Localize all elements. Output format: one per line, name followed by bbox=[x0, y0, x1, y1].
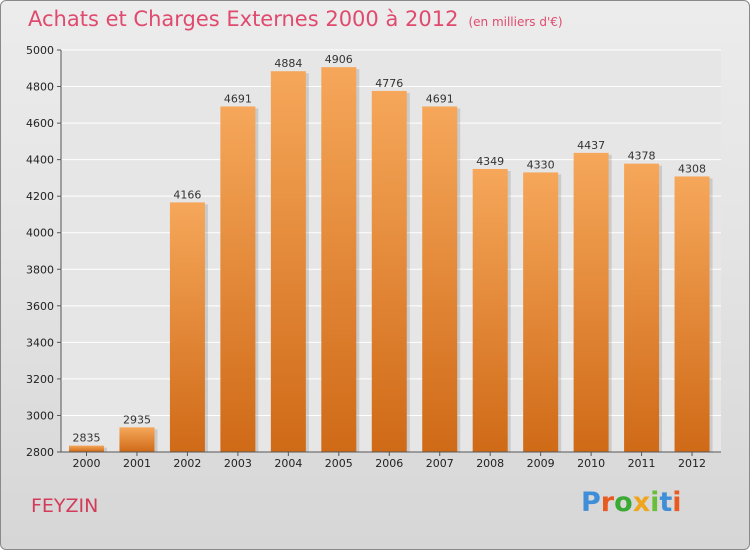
chart-title: Achats et Charges Externes 2000 à 2012 bbox=[28, 7, 459, 31]
x-tick-label: 2010 bbox=[577, 457, 605, 470]
data-label: 4330 bbox=[527, 158, 555, 171]
data-label: 4776 bbox=[375, 77, 403, 90]
data-label: 4437 bbox=[577, 139, 605, 152]
logo-letter: P bbox=[581, 487, 601, 518]
logo-letter: x bbox=[632, 487, 651, 518]
data-label: 4166 bbox=[173, 188, 201, 201]
bar bbox=[119, 427, 155, 452]
x-tick-label: 2012 bbox=[678, 457, 706, 470]
x-tick-label: 2008 bbox=[476, 457, 504, 470]
y-tick-label: 4400 bbox=[26, 154, 54, 167]
bar bbox=[422, 106, 458, 452]
logo-letter: i bbox=[650, 487, 660, 518]
x-tick-label: 2006 bbox=[375, 457, 403, 470]
y-tick-label: 4800 bbox=[26, 81, 54, 94]
bar bbox=[321, 67, 357, 452]
x-tick-label: 2005 bbox=[325, 457, 353, 470]
data-label: 4691 bbox=[224, 92, 252, 105]
data-label: 2835 bbox=[73, 432, 101, 445]
y-tick-label: 3600 bbox=[26, 300, 54, 313]
data-label: 4308 bbox=[678, 162, 706, 175]
logo-letter: o bbox=[614, 487, 633, 518]
bar bbox=[371, 90, 407, 452]
axes bbox=[60, 50, 721, 453]
x-tick-label: 2007 bbox=[426, 457, 454, 470]
bar bbox=[674, 176, 710, 452]
data-label: 2935 bbox=[123, 413, 151, 426]
y-tick-label: 4200 bbox=[26, 190, 54, 203]
y-tick-label: 3400 bbox=[26, 336, 54, 349]
y-tick-label: 4000 bbox=[26, 227, 54, 240]
x-tick-label: 2003 bbox=[224, 457, 252, 470]
x-tick-label: 2009 bbox=[527, 457, 555, 470]
x-tick-label: 2011 bbox=[628, 457, 656, 470]
x-axis-ticks: 2000 2001 2002 2003 2004 2005 2006 2007 2008 2009… bbox=[73, 452, 706, 470]
y-tick-label: 3000 bbox=[26, 409, 54, 422]
x-tick-label: 2002 bbox=[173, 457, 201, 470]
bar bbox=[270, 71, 306, 453]
bar bbox=[69, 445, 104, 452]
chart-header: Achats et Charges Externes 2000 à 2012 (e… bbox=[28, 7, 563, 31]
data-label: 4906 bbox=[325, 53, 353, 66]
x-tick-label: 2004 bbox=[274, 457, 302, 470]
bar bbox=[169, 202, 205, 452]
logo-letter: i bbox=[672, 487, 682, 518]
bar bbox=[472, 168, 508, 453]
x-tick-label: 2000 bbox=[73, 457, 101, 470]
y-tick-label: 4600 bbox=[26, 117, 54, 130]
x-tick-label: 2001 bbox=[123, 457, 151, 470]
data-labels: 2835 2935 4166 4691 4884 4906 4776 4691 4349 4330… bbox=[73, 53, 707, 444]
chart-subtitle: (en milliers d'€) bbox=[468, 15, 563, 29]
bar bbox=[523, 172, 559, 452]
data-label: 4884 bbox=[274, 57, 302, 70]
y-tick-label: 3200 bbox=[26, 373, 54, 386]
data-label: 4349 bbox=[476, 155, 504, 168]
y-tick-label: 3800 bbox=[26, 263, 54, 276]
bar bbox=[220, 106, 256, 452]
y-tick-label: 2800 bbox=[26, 446, 54, 459]
y-tick-label: 5000 bbox=[26, 44, 54, 57]
bars bbox=[69, 67, 713, 453]
logo-letter: t bbox=[659, 487, 673, 518]
y-axis-ticks: 2800 3000 3200 3400 3600 3800 4000 4200 4400 4600… bbox=[26, 44, 61, 459]
bar bbox=[624, 163, 660, 452]
logo-letter: r bbox=[600, 487, 615, 518]
data-label: 4378 bbox=[628, 150, 656, 163]
data-label: 4691 bbox=[426, 92, 454, 105]
town-name: FEYZIN bbox=[31, 495, 99, 517]
bar bbox=[573, 152, 609, 452]
proxiti-logo: Proxiti bbox=[581, 487, 682, 518]
